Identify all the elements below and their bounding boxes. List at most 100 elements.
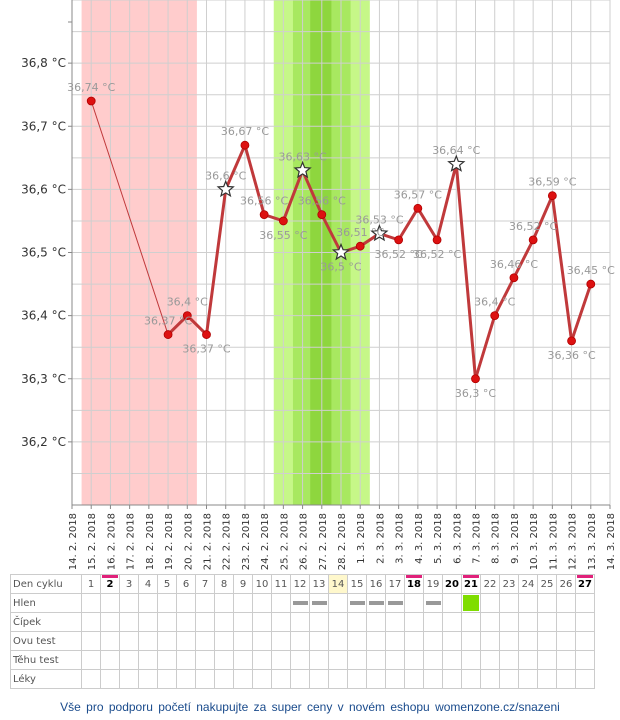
- table-cell[interactable]: [575, 650, 595, 670]
- cycle-day-cell[interactable]: 5: [157, 574, 177, 594]
- table-cell[interactable]: [442, 669, 462, 689]
- table-cell[interactable]: [423, 593, 443, 613]
- table-cell[interactable]: [518, 650, 538, 670]
- table-cell[interactable]: [423, 669, 443, 689]
- table-cell[interactable]: [575, 612, 595, 632]
- cycle-day-cell[interactable]: 24: [518, 574, 538, 594]
- table-cell[interactable]: [176, 631, 196, 651]
- table-cell[interactable]: [404, 612, 424, 632]
- table-cell[interactable]: [404, 631, 424, 651]
- table-cell[interactable]: [347, 612, 367, 632]
- table-cell[interactable]: [499, 650, 519, 670]
- table-cell[interactable]: [423, 631, 443, 651]
- table-cell[interactable]: [480, 631, 500, 651]
- table-cell[interactable]: [81, 631, 101, 651]
- table-cell[interactable]: [81, 650, 101, 670]
- table-cell[interactable]: [442, 631, 462, 651]
- table-cell[interactable]: [556, 669, 576, 689]
- table-cell[interactable]: [385, 650, 405, 670]
- table-cell[interactable]: [537, 669, 557, 689]
- table-cell[interactable]: [385, 631, 405, 651]
- table-cell[interactable]: [195, 650, 215, 670]
- table-cell[interactable]: [385, 612, 405, 632]
- table-cell[interactable]: [575, 669, 595, 689]
- table-cell[interactable]: [309, 631, 329, 651]
- table-cell[interactable]: [556, 631, 576, 651]
- table-cell[interactable]: [119, 593, 139, 613]
- table-cell[interactable]: [518, 612, 538, 632]
- table-cell[interactable]: [119, 650, 139, 670]
- table-cell[interactable]: [233, 612, 253, 632]
- table-cell[interactable]: [290, 593, 310, 613]
- cycle-day-cell[interactable]: 8: [214, 574, 234, 594]
- cycle-day-cell[interactable]: 2: [100, 574, 120, 594]
- cycle-day-cell[interactable]: 25: [537, 574, 557, 594]
- table-cell[interactable]: [537, 593, 557, 613]
- table-cell[interactable]: [404, 593, 424, 613]
- table-cell[interactable]: [81, 593, 101, 613]
- table-cell[interactable]: [309, 593, 329, 613]
- table-cell[interactable]: [404, 650, 424, 670]
- table-cell[interactable]: [138, 593, 158, 613]
- table-cell[interactable]: [461, 650, 481, 670]
- table-cell[interactable]: [537, 650, 557, 670]
- table-cell[interactable]: [328, 669, 348, 689]
- table-cell[interactable]: [366, 650, 386, 670]
- table-cell[interactable]: [138, 612, 158, 632]
- table-cell[interactable]: [461, 593, 481, 613]
- table-cell[interactable]: [119, 612, 139, 632]
- cycle-day-cell[interactable]: 17: [385, 574, 405, 594]
- table-cell[interactable]: [214, 593, 234, 613]
- table-cell[interactable]: [499, 593, 519, 613]
- table-cell[interactable]: [347, 631, 367, 651]
- table-cell[interactable]: [480, 593, 500, 613]
- table-cell[interactable]: [176, 669, 196, 689]
- cycle-day-cell[interactable]: 16: [366, 574, 386, 594]
- cycle-day-cell[interactable]: 9: [233, 574, 253, 594]
- table-cell[interactable]: [328, 612, 348, 632]
- table-cell[interactable]: [138, 631, 158, 651]
- table-cell[interactable]: [575, 631, 595, 651]
- table-cell[interactable]: [100, 612, 120, 632]
- cycle-day-cell[interactable]: 22: [480, 574, 500, 594]
- table-cell[interactable]: [366, 631, 386, 651]
- cycle-day-cell[interactable]: 10: [252, 574, 272, 594]
- table-cell[interactable]: [119, 631, 139, 651]
- cycle-day-cell[interactable]: 6: [176, 574, 196, 594]
- table-cell[interactable]: [366, 669, 386, 689]
- cycle-day-cell[interactable]: 27: [575, 574, 595, 594]
- table-cell[interactable]: [442, 593, 462, 613]
- table-cell[interactable]: [195, 593, 215, 613]
- footer-link[interactable]: Vše pro podporu početí nakupujte za supe…: [60, 700, 560, 714]
- table-cell[interactable]: [252, 593, 272, 613]
- cycle-day-cell[interactable]: 14: [328, 574, 348, 594]
- table-cell[interactable]: [176, 650, 196, 670]
- table-cell[interactable]: [461, 612, 481, 632]
- table-cell[interactable]: [157, 650, 177, 670]
- table-cell[interactable]: [176, 612, 196, 632]
- table-cell[interactable]: [404, 669, 424, 689]
- table-cell[interactable]: [480, 650, 500, 670]
- table-cell[interactable]: [271, 631, 291, 651]
- table-cell[interactable]: [157, 593, 177, 613]
- table-cell[interactable]: [195, 669, 215, 689]
- table-cell[interactable]: [100, 593, 120, 613]
- table-cell[interactable]: [157, 612, 177, 632]
- table-cell[interactable]: [119, 669, 139, 689]
- table-cell[interactable]: [423, 612, 443, 632]
- cycle-day-cell[interactable]: 11: [271, 574, 291, 594]
- table-cell[interactable]: [442, 612, 462, 632]
- table-cell[interactable]: [290, 631, 310, 651]
- table-cell[interactable]: [575, 593, 595, 613]
- table-cell[interactable]: [100, 631, 120, 651]
- table-cell[interactable]: [157, 669, 177, 689]
- table-cell[interactable]: [385, 593, 405, 613]
- table-cell[interactable]: [518, 669, 538, 689]
- table-cell[interactable]: [461, 631, 481, 651]
- table-cell[interactable]: [309, 612, 329, 632]
- cycle-day-cell[interactable]: 26: [556, 574, 576, 594]
- table-cell[interactable]: [556, 593, 576, 613]
- table-cell[interactable]: [347, 669, 367, 689]
- table-cell[interactable]: [461, 669, 481, 689]
- table-cell[interactable]: [290, 612, 310, 632]
